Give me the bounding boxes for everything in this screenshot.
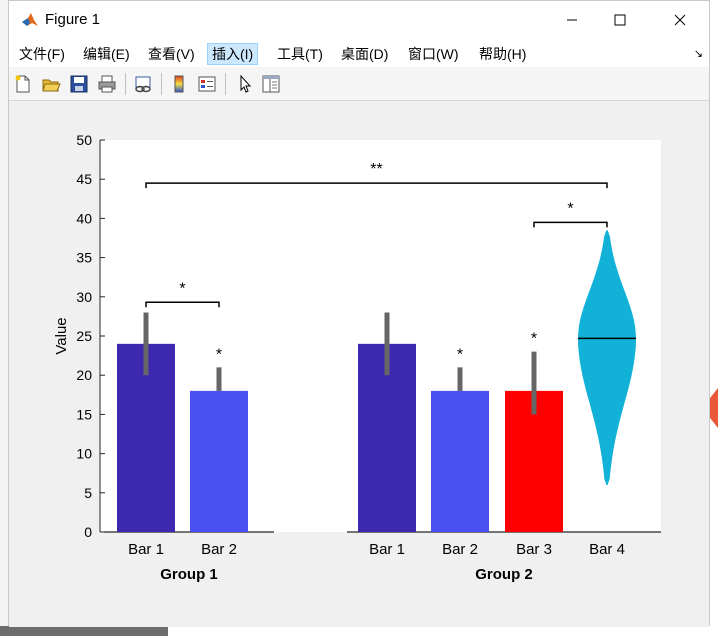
figure-window: Figure 1 文件(F) 编辑(E) 查看(V) 插入(I) 工具(T) 桌… [8, 0, 710, 627]
menu-file[interactable]: 文件(F) [19, 46, 65, 62]
y-tick-label: 15 [76, 406, 92, 422]
toolbar-separator [161, 73, 162, 95]
significance-star: * [216, 346, 222, 363]
open-folder-icon[interactable] [41, 74, 61, 94]
significance-star: * [531, 331, 537, 348]
menu-window[interactable]: 窗口(W) [408, 46, 459, 62]
y-tick-label: 50 [76, 132, 92, 148]
menu-desktop[interactable]: 桌面(D) [341, 46, 389, 62]
y-tick-label: 0 [84, 524, 92, 540]
close-button[interactable] [657, 7, 703, 33]
y-tick-label: 10 [76, 446, 92, 462]
x-tick-label: Bar 4 [589, 541, 625, 558]
figure-canvas: 0 5 10 15 20 25 30 35 40 45 50 Value Bar 1 * Bar 2 Grou… [9, 101, 709, 627]
close-icon [674, 14, 686, 26]
y-tick-label: 5 [84, 485, 92, 501]
maximize-button[interactable] [597, 7, 643, 33]
significance-bracket [145, 301, 220, 308]
menu-view[interactable]: 查看(V) [148, 46, 195, 62]
pointer-icon[interactable] [235, 74, 255, 94]
x-tick-label: Bar 2 [201, 541, 237, 558]
save-icon[interactable] [69, 74, 89, 94]
significance-star: * [457, 346, 463, 363]
minimize-icon [567, 19, 577, 21]
significance-label: ** [370, 161, 382, 178]
minimize-button[interactable] [549, 7, 595, 33]
menu-edit[interactable]: 编辑(E) [83, 46, 130, 62]
menu-insert[interactable]: 插入(I) [207, 43, 259, 65]
property-inspector-icon[interactable] [261, 74, 281, 94]
menu-dock-arrow-icon[interactable]: ↘ [693, 48, 703, 60]
legend-icon[interactable] [197, 74, 217, 94]
new-file-icon[interactable] [13, 74, 33, 94]
group-label: Group 1 [160, 566, 218, 583]
toolbar [9, 67, 709, 101]
bar-group-1-bar-2 [190, 390, 248, 532]
colorbar-icon[interactable] [169, 74, 189, 94]
y-axis-label: Value [53, 317, 70, 354]
x-tick-label: Bar 1 [128, 541, 164, 558]
desktop-taskbar-fragment [0, 626, 168, 636]
menu-bar: 文件(F) 编辑(E) 查看(V) 插入(I) 工具(T) 桌面(D) 窗口(W… [9, 39, 709, 67]
print-icon[interactable] [97, 74, 117, 94]
violin-plot-bar-4 [578, 230, 636, 485]
x-tick-label: Bar 2 [442, 541, 478, 558]
maximize-icon [614, 14, 626, 26]
x-tick-label: Bar 3 [516, 541, 552, 558]
title-bar: Figure 1 [9, 1, 709, 39]
x-tick-label: Bar 1 [369, 541, 405, 558]
group-label: Group 2 [475, 566, 533, 583]
significance-bracket [533, 221, 608, 228]
desktop-background [0, 0, 10, 636]
y-tick-label: 30 [76, 289, 92, 305]
significance-label: * [567, 200, 573, 217]
significance-bracket [145, 182, 608, 189]
background-app-fragment [710, 388, 718, 428]
bar-chart: 0 5 10 15 20 25 30 35 40 45 50 Value Bar 1 * Bar 2 Grou… [53, 132, 661, 583]
toolbar-separator [125, 73, 126, 95]
y-tick-label: 25 [76, 328, 92, 344]
y-tick-label: 20 [76, 367, 92, 383]
menu-help[interactable]: 帮助(H) [479, 46, 527, 62]
menu-tools[interactable]: 工具(T) [277, 46, 323, 62]
bar-group-2-bar-2 [431, 390, 489, 532]
significance-label: * [179, 280, 185, 297]
link-plot-icon[interactable] [133, 74, 153, 94]
y-tick-label: 35 [76, 250, 92, 266]
toolbar-separator [225, 73, 226, 95]
matlab-logo-icon [21, 11, 39, 29]
y-tick-label: 45 [76, 171, 92, 187]
window-title: Figure 1 [45, 11, 101, 28]
y-tick-label: 40 [76, 210, 92, 226]
